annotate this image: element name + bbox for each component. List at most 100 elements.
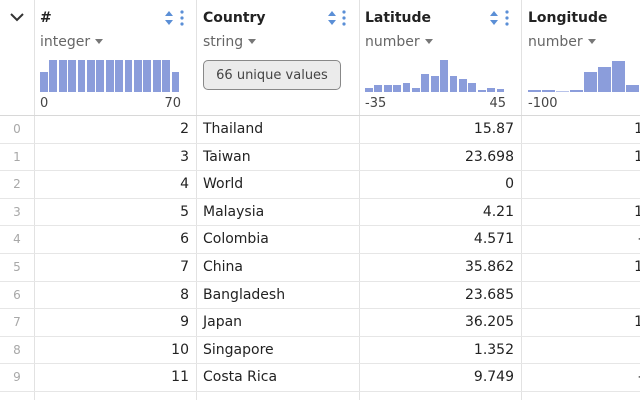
column-type-label: number xyxy=(365,34,420,50)
cell-country: Singapore xyxy=(203,341,274,358)
cell-country: Japan xyxy=(203,314,243,331)
histogram-bar xyxy=(459,79,467,92)
cell-number: 10 xyxy=(171,341,189,358)
column-type-label: number xyxy=(528,34,583,50)
column-type-dropdown[interactable]: integer xyxy=(40,34,104,50)
row-divider xyxy=(0,280,640,282)
histogram-bar xyxy=(626,84,639,92)
histogram-bar xyxy=(171,72,180,92)
column-divider xyxy=(34,0,35,400)
row-index: 5 xyxy=(13,260,21,274)
histogram-bar xyxy=(115,59,124,92)
histogram-bar xyxy=(40,72,48,92)
column-name: Country xyxy=(203,10,266,26)
histogram-bar xyxy=(496,89,505,92)
sort-icon[interactable] xyxy=(165,11,173,25)
cell-country: China xyxy=(203,259,243,275)
cell-latitude: 9.749 xyxy=(473,369,514,386)
row-divider xyxy=(0,308,640,310)
cell-number: 3 xyxy=(180,148,189,165)
cell-country: Thailand xyxy=(203,121,264,137)
histogram-bar xyxy=(477,90,486,92)
cell-latitude: 23.698 xyxy=(465,148,514,165)
cell-latitude: 0 xyxy=(505,176,514,193)
cell-latitude: 35.862 xyxy=(465,259,514,275)
column-divider xyxy=(359,0,360,400)
row-index: 7 xyxy=(13,315,21,330)
histogram-bar xyxy=(468,83,477,92)
cell-longitude: 13 xyxy=(634,314,640,331)
column-menu-icon[interactable] xyxy=(180,10,184,26)
row-index: 8 xyxy=(13,342,21,357)
histogram[interactable] xyxy=(40,56,181,92)
cell-latitude: 15.87 xyxy=(473,121,514,137)
row-index: 1 xyxy=(13,149,21,164)
histogram-bar xyxy=(449,75,458,92)
histogram-bar xyxy=(528,90,541,92)
sort-icon[interactable] xyxy=(328,11,336,25)
histogram[interactable] xyxy=(365,56,506,92)
cell-number: 5 xyxy=(180,203,189,220)
histogram-bar xyxy=(96,59,105,92)
histogram-bar xyxy=(68,59,77,92)
axis-max-label: 70 xyxy=(164,96,181,111)
histogram-bar xyxy=(134,59,142,92)
cell-country: Costa Rica xyxy=(203,369,278,386)
axis-min-label: -100 xyxy=(528,96,558,111)
column-menu-icon[interactable] xyxy=(342,10,346,26)
column-type-dropdown[interactable]: number xyxy=(365,34,433,50)
header-divider xyxy=(0,115,640,116)
histogram-bar xyxy=(556,91,569,92)
histogram-bar xyxy=(487,88,496,92)
row-index: 6 xyxy=(13,287,21,302)
histogram-bar xyxy=(570,90,583,92)
cell-number: 2 xyxy=(180,121,189,137)
cell-longitude xyxy=(528,171,640,198)
column-type-dropdown[interactable]: string xyxy=(203,34,257,50)
column-type-dropdown[interactable]: number xyxy=(528,34,596,50)
histogram-bar xyxy=(440,59,449,92)
axis-min-label: 0 xyxy=(40,96,49,111)
cell-number: 7 xyxy=(180,259,189,275)
histogram-bar xyxy=(430,75,439,92)
caret-down-icon xyxy=(587,39,596,44)
histogram-bar xyxy=(105,59,114,92)
row-divider xyxy=(0,253,640,254)
cell-number: 9 xyxy=(180,314,189,331)
cell-longitude: 10 xyxy=(634,121,640,137)
caret-down-icon xyxy=(95,39,104,44)
cell-latitude: 1.352 xyxy=(473,341,514,358)
histogram-bar xyxy=(402,83,411,92)
cell-longitude: -8 xyxy=(528,364,640,391)
histogram[interactable] xyxy=(528,56,640,92)
column-name: Longitude xyxy=(528,10,608,26)
cell-longitude: -7 xyxy=(528,226,640,253)
cell-longitude: 10 xyxy=(634,203,640,220)
unique-values-badge[interactable]: 66 unique values xyxy=(203,60,341,90)
cell-number: 6 xyxy=(180,231,189,248)
cell-latitude: 23.685 xyxy=(465,286,514,303)
cell-number: 8 xyxy=(180,286,189,303)
histogram-bar xyxy=(584,72,597,92)
row-index: 3 xyxy=(13,204,21,219)
row-divider xyxy=(0,391,640,392)
cell-country: Taiwan xyxy=(203,148,251,165)
cell-country: Bangladesh xyxy=(203,286,286,303)
histogram-bar xyxy=(393,84,402,92)
cell-country: World xyxy=(203,176,244,193)
chevron-down-icon[interactable] xyxy=(9,11,25,23)
histogram-bar xyxy=(612,61,625,92)
row-divider xyxy=(0,335,640,337)
column-type-label: string xyxy=(203,34,244,50)
histogram-bar xyxy=(421,74,430,92)
histogram-bar xyxy=(374,84,383,92)
histogram-bar xyxy=(162,59,171,92)
histogram-bar xyxy=(77,59,86,92)
cell-number: 4 xyxy=(180,176,189,193)
column-menu-icon[interactable] xyxy=(505,10,509,26)
sort-icon[interactable] xyxy=(490,11,498,25)
cell-country: Colombia xyxy=(203,231,269,248)
caret-down-icon xyxy=(424,39,433,44)
row-index: 2 xyxy=(13,177,21,192)
